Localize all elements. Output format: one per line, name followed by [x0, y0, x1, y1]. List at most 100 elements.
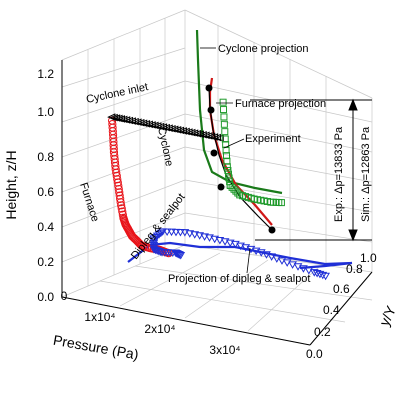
- data-point: [219, 98, 227, 106]
- pointer-experiment: [223, 138, 245, 149]
- y-ticks: 0.0 0.2 0.4 0.6 0.8 1.0: [306, 251, 377, 361]
- data-point: [318, 271, 328, 280]
- pressure-drop-dimension: [250, 98, 372, 242]
- label-furnace-projection: Furnace projection: [235, 98, 326, 110]
- x-tick-label: 2x10⁴: [144, 322, 175, 336]
- data-point: [282, 259, 292, 267]
- data-point: [116, 194, 125, 204]
- data-point: [315, 270, 325, 279]
- data-point: [115, 191, 124, 200]
- data-point: [221, 128, 229, 136]
- back-wall-grid: [61, 9, 373, 298]
- data-point: [127, 117, 136, 125]
- data-point: [151, 234, 160, 242]
- data-point: [116, 198, 125, 207]
- data-point: [112, 171, 121, 181]
- y-tick-label: 0.8: [346, 262, 363, 276]
- y-tick-label: 0.6: [333, 282, 350, 296]
- data-point: [180, 229, 190, 237]
- data-point: [154, 231, 164, 239]
- data-point: [173, 250, 182, 259]
- x-axis-label: Pressure (Pa): [52, 332, 140, 363]
- data-point: [190, 231, 200, 239]
- data-point: [228, 183, 236, 191]
- z-tick-label: 1.2: [37, 67, 54, 81]
- z-tick-label: 0.0: [37, 290, 54, 304]
- data-point: [122, 116, 131, 124]
- data-point: [309, 269, 319, 277]
- data-point: [224, 170, 232, 178]
- x-tick-label: 1x10⁴: [84, 310, 115, 324]
- data-point: [241, 244, 251, 252]
- data-point: [200, 233, 209, 241]
- data-point: [147, 121, 156, 129]
- data-point: [230, 185, 238, 193]
- data-point: [181, 127, 190, 136]
- y-axis-line: [309, 271, 373, 346]
- label-cyclone-inlet: Cyclone inlet: [85, 81, 149, 106]
- data-point: [178, 127, 187, 135]
- data-point: [215, 237, 225, 245]
- data-point: [162, 228, 172, 237]
- data-point: [224, 166, 232, 174]
- data-point: [190, 129, 199, 137]
- data-point: [299, 265, 308, 273]
- data-point: [225, 174, 233, 182]
- data-point: [293, 263, 303, 271]
- data-point: [150, 121, 159, 130]
- data-point: [198, 130, 207, 139]
- data-point: [220, 113, 228, 121]
- label-experiment: Experiment: [245, 133, 301, 145]
- data-point: [277, 199, 285, 207]
- data-point: [175, 126, 185, 135]
- data-point: [119, 213, 128, 222]
- y-tick-label: 0.4: [323, 303, 340, 317]
- data-point: [207, 132, 216, 141]
- y-axis-label: y/Y: [376, 303, 399, 329]
- x-axis-line: [61, 296, 311, 346]
- data-point: [205, 234, 214, 242]
- data-point: [209, 133, 219, 141]
- pointer-dipleg-projection: [246, 247, 251, 274]
- data-point: [133, 118, 142, 126]
- data-point: [246, 245, 256, 254]
- data-point: [158, 228, 168, 236]
- label-cyclone-projection: Cyclone projection: [218, 43, 309, 55]
- data-point: [220, 120, 228, 128]
- data-point: [153, 122, 162, 130]
- data-point: [231, 240, 240, 249]
- x-ticks: 0 1x10⁴ 2x10⁴ 3x10⁴: [61, 289, 241, 357]
- data-point: [170, 125, 179, 134]
- data-point: [215, 134, 224, 142]
- data-point: [158, 123, 168, 131]
- data-point: [176, 229, 185, 237]
- z-tick-label: 0.2: [37, 255, 54, 269]
- data-point: [136, 118, 145, 127]
- data-point: [201, 131, 210, 140]
- data-point: [113, 175, 122, 184]
- data-point: [226, 181, 234, 189]
- y-tick-label: 0.2: [314, 325, 331, 339]
- data-markers: [107, 98, 330, 281]
- data-point: [312, 269, 322, 278]
- data-point: [212, 133, 221, 142]
- data-point: [185, 230, 195, 238]
- data-point: [152, 232, 162, 241]
- data-point: [115, 188, 124, 197]
- data-point: [149, 235, 159, 243]
- data-point: [117, 201, 126, 210]
- z-axis-label: Height, z/H: [3, 150, 19, 219]
- data-point: [288, 261, 297, 269]
- experiment-points: [205, 84, 276, 234]
- data-point: [251, 247, 261, 256]
- data-point: [119, 115, 128, 124]
- data-point: [149, 239, 159, 248]
- data-point: [161, 123, 170, 132]
- z-tick-label: 1.0: [37, 105, 54, 119]
- z-ticks: 0.0 0.2 0.4 0.6 0.8 1.0 1.2: [37, 67, 54, 304]
- data-point: [173, 126, 182, 134]
- data-point: [204, 132, 213, 140]
- data-point: [167, 124, 176, 133]
- data-point: [321, 272, 330, 281]
